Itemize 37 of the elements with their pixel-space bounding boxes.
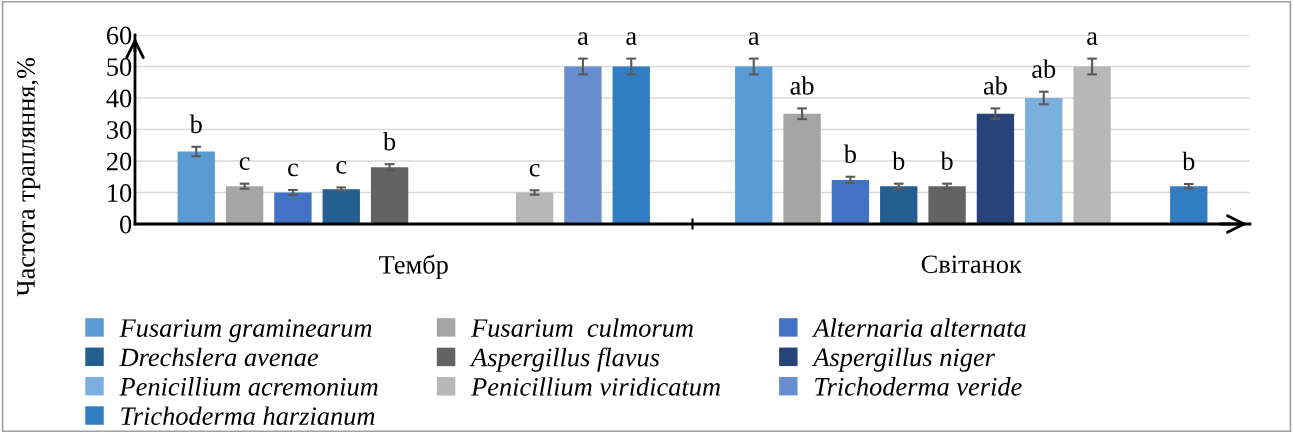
data-label: c: [239, 157, 250, 170]
legend-label: Aspergillus niger: [811, 347, 995, 372]
legend-label: Trichoderma veride: [815, 377, 1022, 396]
data-label: b: [892, 151, 905, 170]
x-tick-label: Світанок: [921, 255, 1022, 274]
data-label: ab: [790, 76, 814, 95]
y-tick-label: 50: [107, 58, 132, 76]
data-label: a: [626, 32, 637, 45]
data-label: b: [843, 144, 856, 164]
data-label: ab: [983, 76, 1007, 95]
y-tick-label: 30: [107, 121, 132, 139]
data-label: a: [1087, 32, 1098, 45]
data-label: b: [1182, 151, 1195, 171]
data-label: a: [577, 32, 589, 45]
y-tick-label: 20: [106, 152, 132, 171]
data-label: b: [189, 114, 202, 134]
legend-label: Fusarium culmorum: [470, 318, 693, 337]
data-label: c: [336, 161, 347, 174]
legend-label: Penicillium acremonium: [119, 377, 378, 396]
legend-label: Aspergillus flavus: [469, 347, 660, 372]
y-tick-label: 0: [120, 215, 132, 234]
y-tick-label: 10: [108, 184, 132, 202]
legend-label: Penicillium viridicatum: [470, 377, 720, 396]
y-tick-label: 40: [106, 89, 132, 108]
legend-label: Trichoderma harzianum: [121, 406, 375, 426]
legend-label: Fusarium graminearum: [119, 319, 372, 343]
y-tick-label: 60: [106, 26, 132, 45]
x-tick-label: Тембр: [379, 254, 448, 280]
legend-label: Alternaria alternata: [811, 318, 1026, 337]
legend-label: Drechslera avenae: [119, 347, 319, 367]
data-label: c: [288, 163, 298, 177]
data-label: b: [382, 131, 396, 151]
data-label: c: [529, 163, 540, 177]
data-label: b: [940, 151, 953, 170]
data-label: ab: [1032, 59, 1056, 79]
y-axis-title: Частота трапляння,%: [17, 57, 41, 297]
data-label: a: [748, 32, 760, 45]
